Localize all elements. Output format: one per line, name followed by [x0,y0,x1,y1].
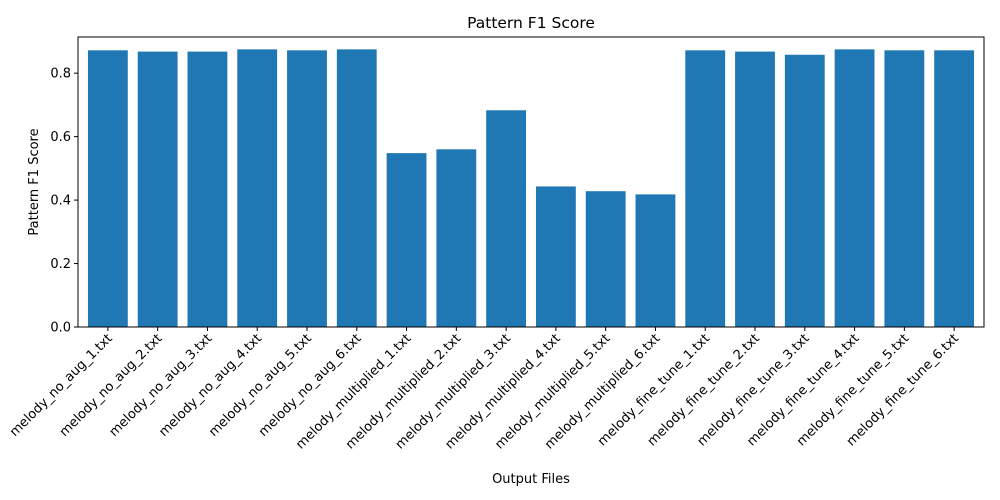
bar-4 [237,49,278,328]
bar-15 [784,54,825,327]
bar-18 [934,50,975,327]
bar-9 [486,110,527,327]
bar-2 [137,51,178,327]
bar-17 [884,50,925,327]
bar-6 [336,49,377,328]
bar-7 [386,153,427,327]
bar-10 [535,186,576,327]
y-tick-label: 0.8 [50,67,71,82]
plot-frame [77,36,985,328]
bar-16 [834,49,875,328]
bar-11 [585,191,626,327]
chart-title: Pattern F1 Score [467,14,595,32]
y-tick-label: 0.6 [50,130,71,145]
bar-13 [685,50,726,327]
bar-14 [735,51,775,327]
y-tick-label: 0.0 [50,321,71,336]
bars-group [87,49,975,328]
x-axis-label: Output Files [492,472,570,487]
bar-5 [287,50,327,327]
bar-1 [87,50,128,327]
y-tick-label: 0.2 [50,257,71,272]
bar-8 [436,149,477,327]
bar-12 [635,194,676,327]
bar-3 [187,51,228,327]
y-axis-ticks: 0.0 0.2 0.4 0.6 0.8 [50,67,78,336]
y-axis-label: Pattern F1 Score [27,128,42,235]
y-tick-label: 0.4 [50,194,71,209]
